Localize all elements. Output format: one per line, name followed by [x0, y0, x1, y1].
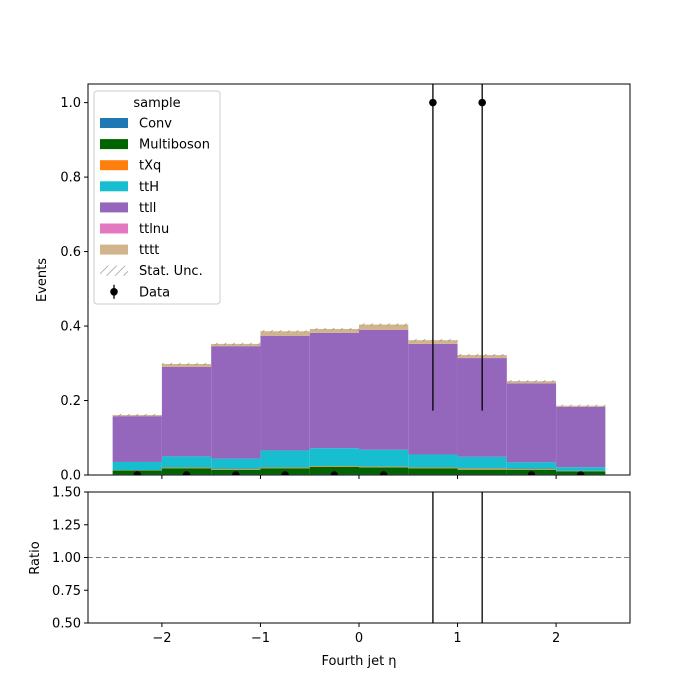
bar-tth-6	[408, 454, 458, 468]
bar-tth-7	[457, 456, 507, 469]
data-points	[133, 84, 585, 475]
bar-txq-2	[211, 469, 261, 470]
ratio-xtick-label-2: 0	[355, 631, 363, 646]
legend-swatch-conv	[100, 118, 128, 128]
main-ytick-label-1: 0.2	[60, 394, 81, 409]
legend-title: sample	[133, 96, 180, 111]
stat-unc-0	[112, 413, 162, 417]
bar-multiboson-5	[359, 467, 409, 475]
y-axis-label-ratio: Ratio	[28, 541, 43, 574]
data-point-1	[182, 471, 191, 475]
ratio-ytick-label-3: 1.25	[52, 518, 81, 533]
main-ytick-label-5: 1.0	[60, 96, 81, 111]
bar-multiboson-4	[309, 466, 359, 475]
ratio-xtick-label-0: −2	[152, 631, 171, 646]
legend-label-tttt: tttt	[139, 243, 159, 258]
bar-tttt-4	[309, 329, 359, 333]
bar-txq-6	[408, 467, 458, 469]
data-point-2	[232, 471, 240, 475]
bar-tth-2	[211, 458, 261, 470]
bar-ttll-1	[161, 367, 212, 457]
bar-ttll-5	[359, 329, 409, 450]
ratio-xtick-label-4: 2	[552, 631, 560, 646]
bar-txq-8	[506, 469, 557, 470]
bar-tttt-8	[506, 381, 557, 384]
legend-label-txq: tXq	[139, 159, 161, 174]
bar-multiboson-7	[457, 469, 507, 475]
legend-swatch-stat-unc-	[100, 265, 128, 276]
bar-tth-8	[506, 462, 557, 470]
data-point-5	[379, 471, 388, 475]
bar-multiboson-6	[408, 468, 458, 475]
bar-ttll-8	[506, 383, 557, 463]
bar-ttll-9	[556, 406, 606, 468]
stat-unc-1	[161, 362, 212, 366]
bar-tth-3	[260, 450, 310, 468]
legend-label-stat-unc-: Stat. Unc.	[139, 264, 203, 279]
bar-tth-4	[309, 448, 359, 467]
legend-label-ttlnu: ttlnu	[139, 222, 169, 237]
main-panel: 0.0 0.2 0.4 0.6 0.8 1.0	[60, 83, 631, 484]
bar-ttll-4	[309, 332, 359, 449]
legend-swatch-data	[110, 288, 118, 296]
main-ytick-label-4: 0.8	[60, 171, 81, 186]
legend-label-data: Data	[139, 285, 170, 300]
stat-unc-3	[260, 330, 310, 333]
data-point-0	[133, 471, 142, 475]
y-axis-label-events: Events	[35, 258, 50, 302]
bar-txq-3	[260, 467, 310, 469]
legend-swatch-txq	[100, 160, 128, 171]
data-point-8	[527, 471, 536, 475]
stat-unc-5	[359, 323, 409, 326]
bar-tttt-2	[211, 343, 261, 347]
data-point-9	[576, 471, 585, 475]
bar-tth-9	[556, 467, 606, 471]
legend-swatch-ttlnu	[100, 223, 128, 234]
legend-label-ttll: ttll	[139, 201, 156, 216]
ratio-xtick-label-1: −1	[251, 631, 270, 646]
data-point-3	[281, 471, 289, 475]
legend-swatch-multiboson	[100, 139, 128, 150]
data-point-4	[330, 471, 339, 475]
ratio-ytick-label-1: 0.75	[52, 584, 81, 599]
x-axis-label: Fourth jet η	[321, 654, 396, 669]
ratio-ytick-label-0: 0.50	[52, 617, 81, 632]
legend: sample Conv Multiboson tXq ttH ttll ttlnu tttt S…	[93, 90, 221, 305]
legend-swatch-ttll	[100, 202, 128, 213]
legend-swatch-tttt	[100, 244, 128, 255]
stack-bars	[112, 323, 606, 475]
bar-txq-7	[457, 468, 507, 470]
stat-unc-9	[556, 404, 606, 407]
data-point-7	[478, 98, 486, 107]
bar-tth-0	[112, 461, 162, 471]
data-point-6	[429, 98, 437, 107]
bar-ttll-2	[211, 346, 261, 459]
legend-label-conv: Conv	[139, 117, 172, 132]
stat-unc-8	[506, 380, 557, 383]
legend-label-multiboson: Multiboson	[139, 138, 210, 153]
main-ytick-label-3: 0.6	[60, 245, 81, 260]
ratio-ytick-label-4: 1.50	[52, 486, 81, 501]
bar-txq-4	[309, 466, 359, 467]
legend-swatch-tth	[100, 181, 128, 192]
main-ytick-label-0: 0.0	[60, 469, 81, 484]
bar-tttt-1	[161, 364, 212, 368]
ratio-xtick-label-3: 1	[453, 631, 461, 646]
stat-unc-4	[309, 327, 359, 331]
bar-txq-5	[359, 466, 409, 468]
ratio-ytick-label-2: 1.00	[52, 551, 81, 566]
bar-ttll-3	[260, 335, 310, 451]
legend-label-tth: ttH	[139, 180, 159, 195]
bar-txq-1	[161, 467, 212, 469]
bar-tth-1	[161, 456, 212, 468]
bar-tttt-3	[260, 331, 310, 336]
bar-tth-5	[359, 449, 409, 467]
bar-tttt-5	[359, 324, 409, 330]
main-ytick-label-2: 0.4	[60, 320, 81, 335]
bar-ttll-0	[112, 416, 162, 462]
ratio-panel: 0.50 0.75 1.00 1.25 1.50 −2 −1 0 1 2	[52, 486, 631, 646]
stat-unc-2	[211, 342, 261, 346]
